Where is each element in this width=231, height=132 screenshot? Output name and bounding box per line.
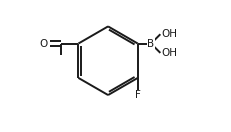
- Text: OH: OH: [160, 48, 176, 58]
- Text: F: F: [134, 90, 140, 100]
- Text: OH: OH: [160, 29, 176, 39]
- Text: B: B: [147, 39, 154, 49]
- Text: O: O: [39, 39, 47, 49]
